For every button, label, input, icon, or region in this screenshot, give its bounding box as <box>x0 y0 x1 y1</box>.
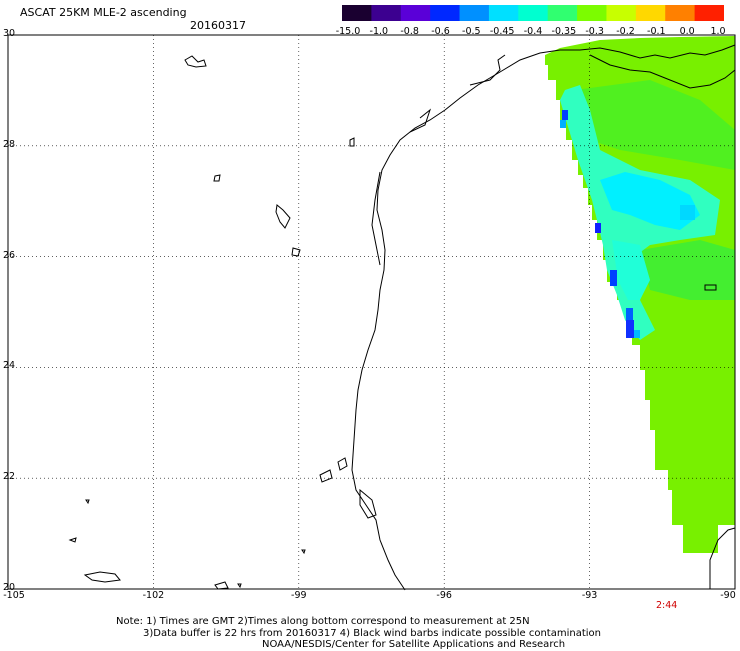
map-plot <box>7 34 736 591</box>
colorbar-segment <box>694 5 724 21</box>
longitude-label: -99 <box>291 590 307 601</box>
island-outline <box>337 457 348 471</box>
swath-cyan-patch <box>612 240 650 300</box>
island-outline <box>301 549 306 555</box>
latitude-label: 26 <box>3 249 16 261</box>
colorbar-segment <box>665 5 696 21</box>
island-outline <box>275 204 291 229</box>
colorbar-segment <box>459 5 490 21</box>
island-outline <box>359 488 377 519</box>
colorbar-tick-label: -0.8 <box>400 26 419 37</box>
colorbar-segment <box>635 5 666 21</box>
ascat-wind-swath <box>545 36 735 590</box>
swath-blue-pixel <box>560 120 566 128</box>
island-outline <box>213 174 221 182</box>
map-title: ASCAT 25KM MLE-2 ascending <box>20 6 187 19</box>
colorbar-tick-label: -0.4 <box>523 26 543 37</box>
island-outline <box>237 583 242 589</box>
colorbar-segment <box>606 5 637 21</box>
swath-blue-pixel <box>634 330 640 338</box>
island-outline <box>68 537 77 543</box>
longitude-label: -96 <box>436 590 452 601</box>
island-outline <box>291 247 301 257</box>
barrier-island <box>371 171 381 266</box>
colorbar-segment <box>488 5 519 21</box>
colorbar-segment <box>342 5 372 21</box>
latitude-label: 20 <box>3 582 16 593</box>
colorbar-segment <box>400 5 431 21</box>
colorbar-segment <box>371 5 402 21</box>
graticule <box>8 35 735 589</box>
map-date: 20160317 <box>190 19 246 32</box>
swath-blue-pixel <box>610 270 617 286</box>
longitude-label: -93 <box>581 590 598 601</box>
latitude-label: 24 <box>3 360 16 372</box>
colorbar-tick-label: -1.0 <box>369 26 389 37</box>
colorbar-tick-label: 1.0 <box>710 26 726 37</box>
colorbar-tick-label: 0.0 <box>679 26 695 37</box>
pass-time: 2:44 <box>656 600 678 611</box>
colorbar-tick-label: -15.0 <box>335 26 361 37</box>
swath-cyan-core <box>600 172 700 230</box>
colorbar <box>342 5 724 21</box>
swath-blue-pixel <box>562 110 568 120</box>
coastline <box>68 44 736 591</box>
colorbar-tick-label: -0.45 <box>489 26 515 37</box>
latitude-label: 22 <box>3 471 16 483</box>
swath-blue-pixel <box>595 223 601 233</box>
swath-green-patch <box>575 80 735 170</box>
plot-frame <box>7 34 736 590</box>
bay-outline <box>409 54 506 133</box>
island-outline <box>214 581 229 590</box>
longitude-label: -105 <box>3 590 25 601</box>
island-outline <box>349 137 355 147</box>
colorbar-segment <box>518 5 549 21</box>
colorbar-segment <box>577 5 607 21</box>
colorbar-tick-label: -0.2 <box>616 26 635 37</box>
note-line-2: 3)Data buffer is 22 hrs from 20160317 4)… <box>143 628 601 639</box>
island-outline <box>184 55 207 68</box>
island-outline <box>704 284 717 291</box>
colorbar-tick-label: -0.1 <box>647 26 666 37</box>
latitude-label: 30 <box>3 28 16 39</box>
gulf-coast-line <box>351 44 736 591</box>
louisiana-coast <box>589 54 736 89</box>
longitude-label: -102 <box>142 590 165 601</box>
latitude-label: 28 <box>3 138 16 150</box>
lake-outline <box>83 571 121 583</box>
swath-blue-pixel <box>626 320 634 338</box>
longitude-label: -90 <box>720 590 736 601</box>
colorbar-segment <box>430 5 461 21</box>
colorbar-tick-label: -0.6 <box>431 26 450 37</box>
colorbar-segment <box>547 5 578 21</box>
swath-green-patch <box>640 240 735 300</box>
colorbar-tick-label: -0.3 <box>585 26 604 37</box>
swath-cyan-patch <box>680 205 695 220</box>
island-outline <box>85 499 90 505</box>
colorbar-tick-label: -0.35 <box>551 26 577 37</box>
island-outline <box>319 469 333 483</box>
note-line-1: Note: 1) Times are GMT 2)Times along bot… <box>116 616 530 627</box>
note-line-3: NOAA/NESDIS/Center for Satellite Applica… <box>262 639 566 650</box>
colorbar-tick-label: -0.5 <box>462 26 481 37</box>
swath-blue-pixel <box>626 308 633 320</box>
